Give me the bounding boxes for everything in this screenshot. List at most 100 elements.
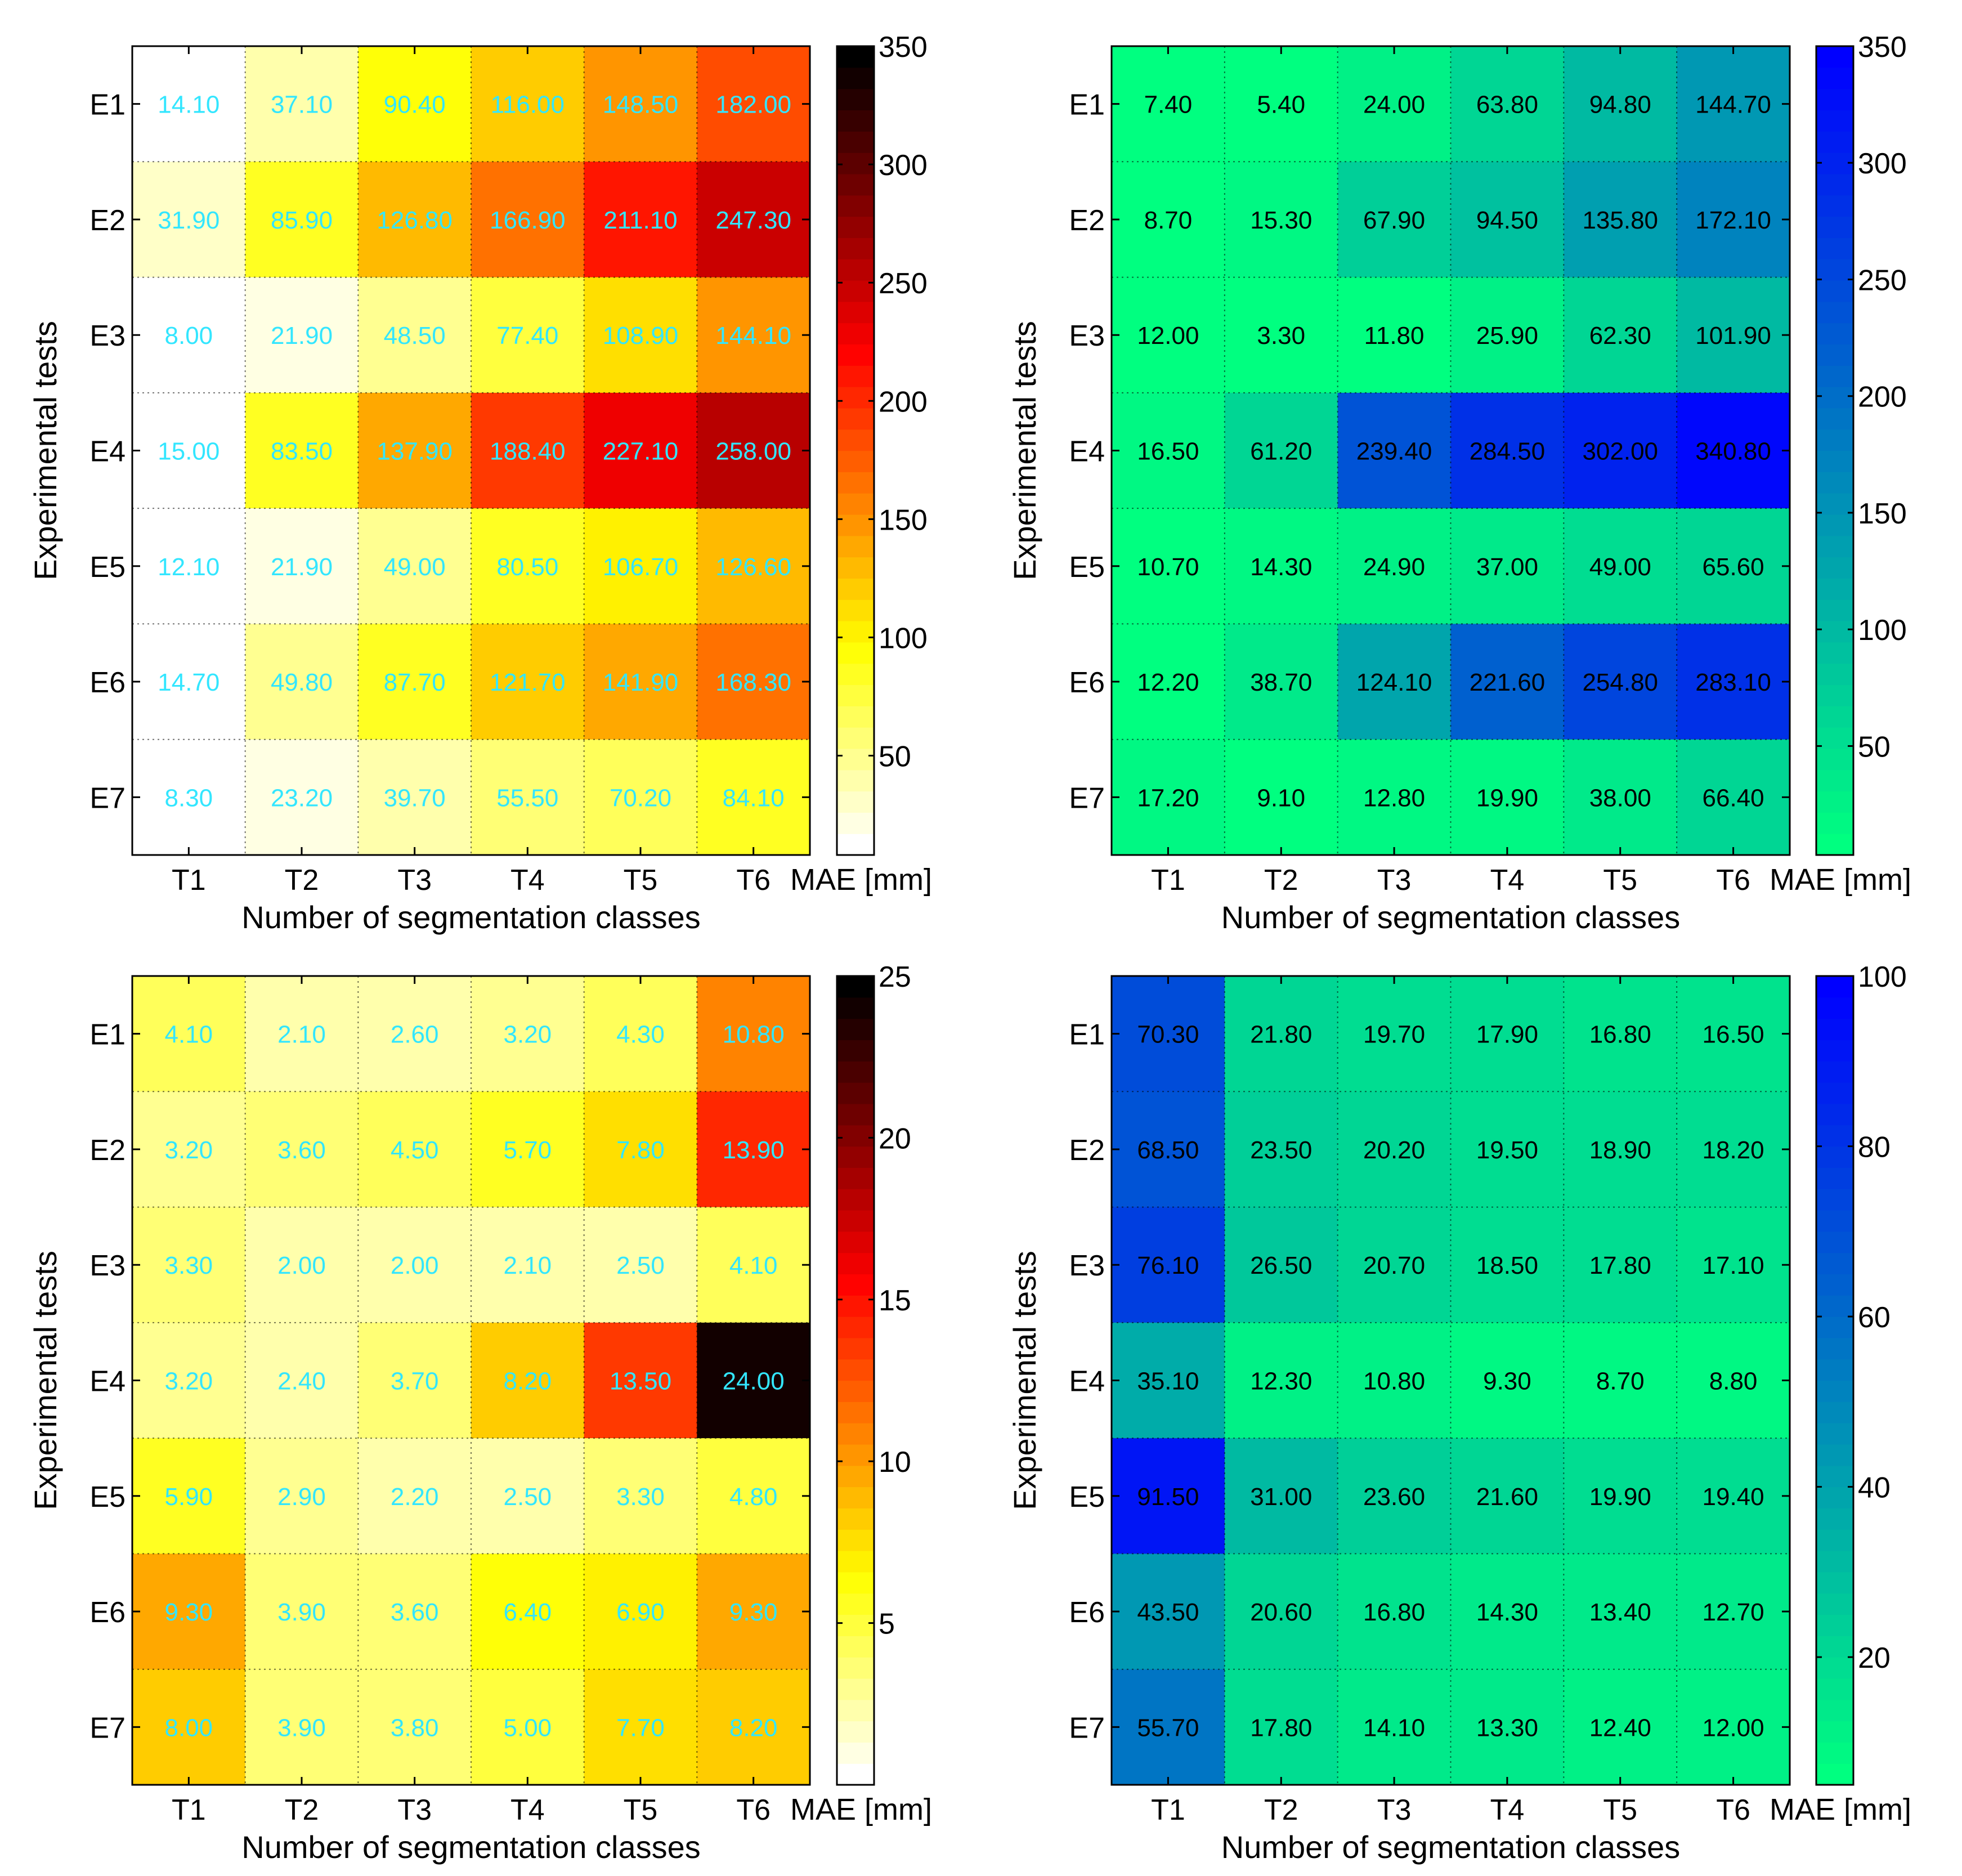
x-axis: T1 T2 T3 T4 T5 T6 Number of segmentation class… (1151, 976, 1750, 1865)
cell-value-label: 61.20 (1250, 438, 1312, 465)
cell-value-label: 48.50 (384, 322, 446, 350)
colorbar-segment (837, 663, 874, 686)
colorbar-segment (837, 1508, 874, 1530)
colorbar-segment (837, 1337, 874, 1360)
heatmap-cell (245, 162, 359, 278)
colorbar-segment (837, 1657, 874, 1679)
heatmap-cell (1112, 162, 1225, 278)
cell-value-label: 19.50 (1476, 1136, 1538, 1164)
cell-value-label: 8.00 (165, 322, 213, 350)
y-tick-label: E2 (1069, 1134, 1105, 1167)
colorbar-segment (837, 706, 874, 728)
heatmap-cell (471, 508, 585, 625)
colorbar-segment (837, 578, 874, 600)
cell-value-label: 68.50 (1137, 1136, 1199, 1164)
heatmap-cell (1677, 1669, 1790, 1785)
colorbar-segment (1816, 1231, 1853, 1253)
heatmap-cell (1564, 1553, 1677, 1670)
cell-value-label: 20.70 (1363, 1252, 1425, 1279)
colorbar-segment (1816, 472, 1853, 494)
cell-value-label: 38.70 (1250, 669, 1312, 696)
cell-value-label: 14.10 (158, 91, 220, 119)
colorbar-segment (837, 344, 874, 366)
heatmap-cell (132, 739, 246, 856)
cell-value-label: 254.80 (1582, 669, 1658, 696)
cell-value-label: 3.90 (277, 1599, 326, 1626)
colorbar-segment (1816, 976, 1853, 998)
cell-value-label: 3.70 (391, 1368, 439, 1395)
colorbar-segment (837, 727, 874, 749)
heatmap-cell (1337, 1438, 1452, 1555)
heatmap-cell (1112, 277, 1225, 393)
colorbar-segment (837, 1040, 874, 1062)
colorbar-frame (1815, 975, 1855, 1786)
heatmap-cell (1337, 624, 1452, 740)
heatmap-cell (1564, 277, 1677, 393)
colorbar-segment (1816, 429, 1853, 451)
heatmap-cell (697, 1322, 810, 1439)
colorbar-segment (1816, 67, 1853, 89)
colorbar-segment (1816, 323, 1853, 345)
heatmap-cell (471, 1553, 585, 1670)
heatmap-cell (132, 1669, 246, 1785)
cell-value-label: 20.20 (1363, 1136, 1425, 1164)
heatmap-cell (1564, 46, 1677, 162)
colorbar-segment (1816, 1380, 1853, 1402)
colorbar-tick-label: 350 (879, 31, 928, 64)
cell-value-label: 17.80 (1589, 1252, 1651, 1279)
heatmap-cell (1450, 1669, 1564, 1785)
heatmap-cell (584, 1322, 697, 1439)
colorbar-tick-label: 5 (879, 1608, 895, 1641)
colorbar-segment (837, 88, 874, 111)
x-tick-label: T1 (172, 1794, 206, 1826)
cell-value-label: 3.60 (391, 1599, 439, 1626)
heatmap-cell (245, 739, 359, 856)
colorbar-tick-label: 80 (1858, 1131, 1891, 1164)
colorbar-segment (1816, 1571, 1853, 1594)
y-tick-label: E7 (1069, 1712, 1105, 1744)
colorbar-segment (1816, 1018, 1853, 1041)
heatmap-cell (1112, 46, 1225, 162)
cell-value-label: 3.20 (504, 1021, 552, 1049)
cell-value-label: 6.90 (616, 1599, 665, 1626)
heatmap-cell (245, 508, 359, 625)
heatmap-cell (1450, 1091, 1564, 1208)
cell-value-label: 8.80 (1709, 1368, 1758, 1395)
colorbar-label: MAE [mm] (790, 863, 932, 897)
heatmap-cell (132, 1207, 246, 1323)
colorbar-segment (837, 280, 874, 302)
heatmap-cells (132, 46, 810, 856)
heatmap-cell (1450, 1207, 1564, 1323)
heatmap-cell (584, 508, 697, 625)
heatmap-cell (697, 1207, 810, 1323)
cell-value-label: 6.40 (504, 1599, 552, 1626)
cell-value-label: 17.10 (1703, 1252, 1764, 1279)
cell-value-label: 13.40 (1589, 1599, 1651, 1626)
x-axis: T1 T2 T3 T4 T5 T6 Number of segmentation class… (172, 46, 771, 935)
heatmap-cell (1450, 392, 1564, 509)
x-tick-label: T4 (1490, 864, 1525, 897)
colorbar-segment (837, 535, 874, 558)
y-tick-label: E3 (89, 1250, 126, 1282)
heatmap-cell (1224, 277, 1338, 393)
heatmap-cell (358, 624, 472, 740)
cell-value-label: 24.00 (723, 1368, 785, 1395)
heatmap-cell (1677, 976, 1790, 1092)
y-tick-label: E3 (1069, 320, 1105, 352)
y-tick-label: E1 (89, 89, 126, 122)
colorbar-segment (1816, 238, 1853, 259)
colorbar-segment (1816, 1551, 1853, 1573)
heatmap-cell (1224, 624, 1338, 740)
colorbar-tick-label: 250 (879, 267, 928, 300)
cell-value-label: 8.70 (1144, 207, 1193, 234)
x-tick-label: T5 (1603, 1794, 1637, 1826)
cell-value-label: 4.50 (391, 1136, 439, 1164)
x-tick-label: T4 (1490, 1794, 1525, 1826)
heatmap-cell (1224, 162, 1338, 278)
cell-value-label: 19.40 (1703, 1483, 1764, 1511)
cell-value-label: 302.00 (1582, 438, 1658, 465)
cell-value-label: 121.70 (490, 669, 566, 696)
heatmap-cell (132, 392, 246, 509)
colorbar-segment (1816, 1061, 1853, 1083)
cell-value-label: 37.10 (271, 91, 333, 119)
